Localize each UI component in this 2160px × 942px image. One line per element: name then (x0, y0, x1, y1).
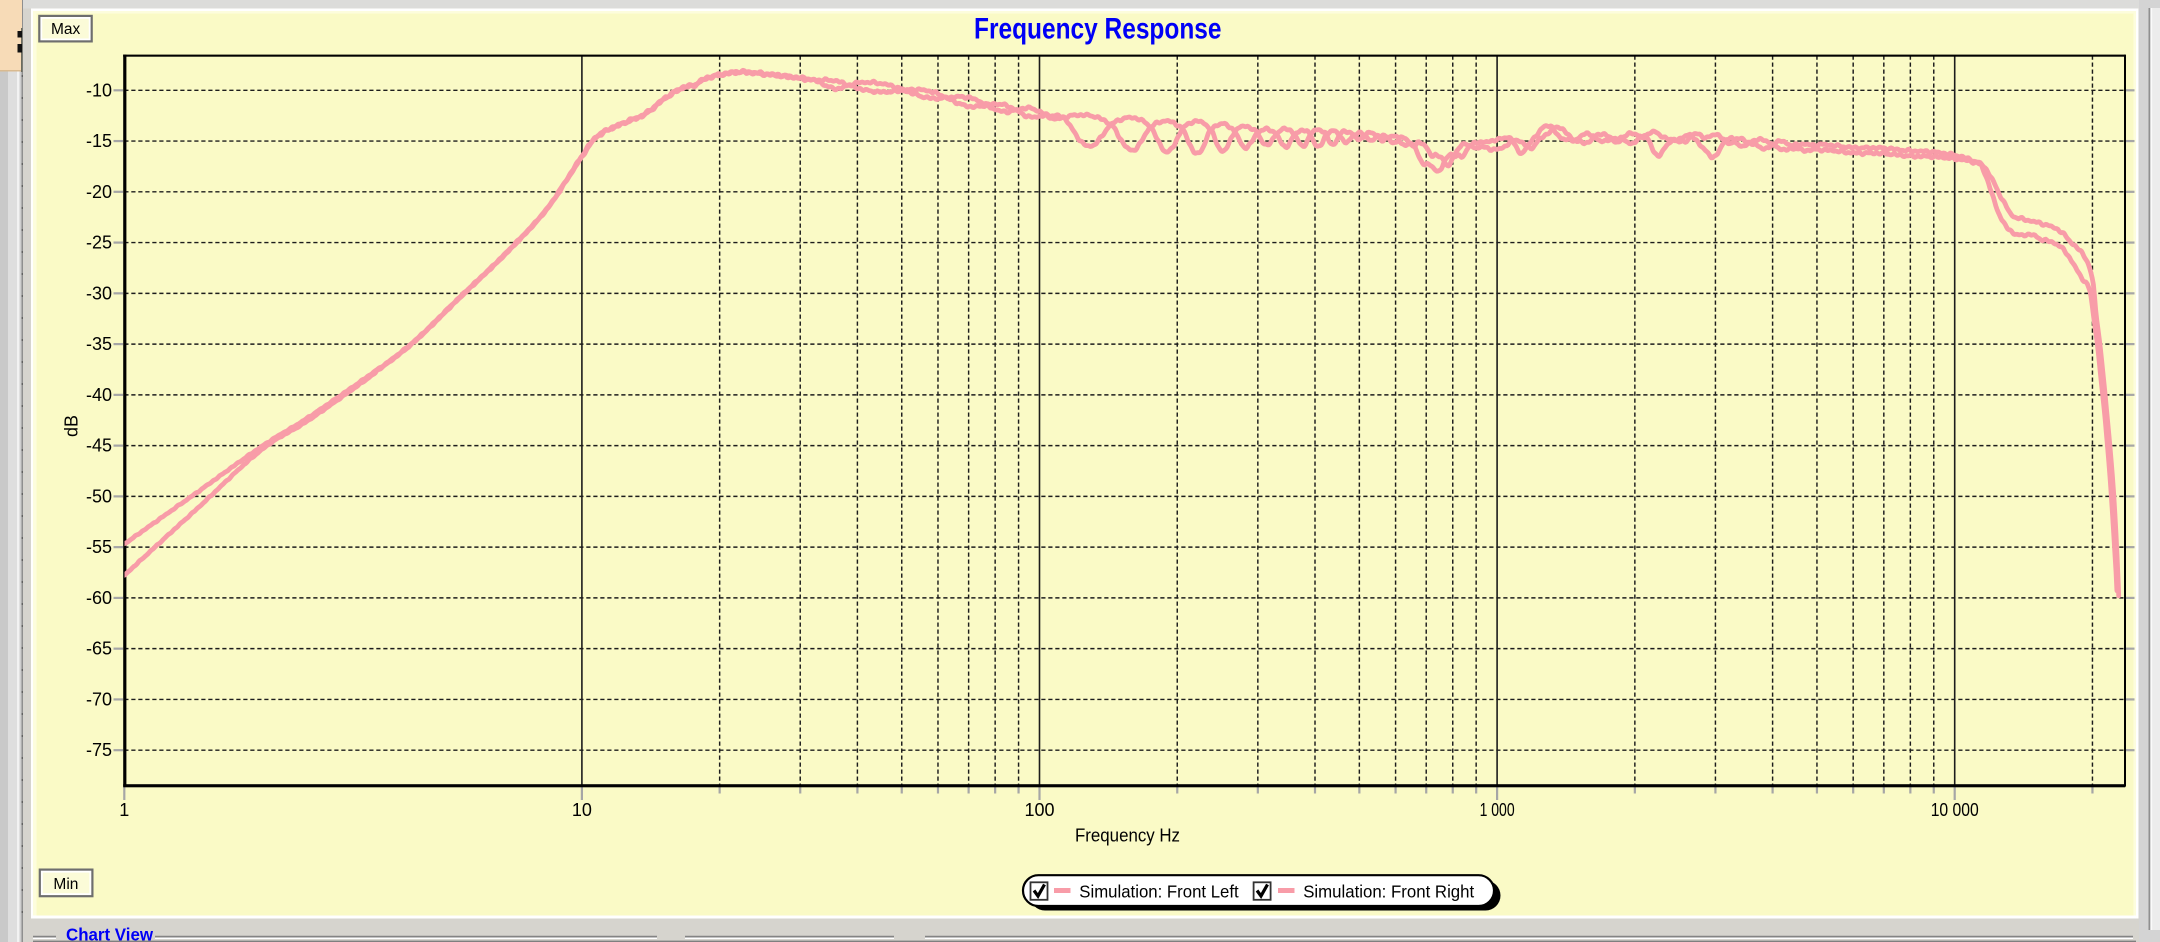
svg-text:-25: -25 (86, 233, 112, 253)
svg-text:1 000: 1 000 (1480, 800, 1515, 820)
svg-text:-15: -15 (86, 131, 112, 151)
svg-text:Min: Min (53, 876, 78, 893)
svg-text:-65: -65 (86, 639, 112, 659)
svg-text:-50: -50 (86, 486, 112, 506)
svg-text:Simulation: Front Left: Simulation: Front Left (1079, 881, 1239, 901)
svg-text:Frequency Response: Frequency Response (974, 13, 1222, 46)
svg-text:100: 100 (1024, 800, 1054, 820)
svg-text:-70: -70 (86, 689, 112, 709)
svg-text:Chart View: Chart View (66, 925, 153, 942)
svg-text:-45: -45 (86, 436, 112, 456)
svg-text:-40: -40 (86, 385, 112, 405)
svg-text:dB: dB (62, 415, 82, 437)
svg-text:Simulation: Front Right: Simulation: Front Right (1303, 881, 1474, 901)
svg-text:10 000: 10 000 (1931, 800, 1979, 820)
svg-text:-10: -10 (86, 80, 112, 100)
svg-text:Frequency Hz: Frequency Hz (1075, 826, 1180, 846)
svg-text:-75: -75 (86, 740, 112, 760)
svg-text:-20: -20 (86, 182, 112, 202)
svg-text:1: 1 (119, 800, 129, 820)
svg-text:10: 10 (572, 800, 592, 820)
svg-text:Max: Max (51, 21, 81, 38)
svg-text:-60: -60 (86, 588, 112, 608)
svg-text:-35: -35 (86, 334, 112, 354)
svg-text:-30: -30 (86, 283, 112, 303)
svg-text:-55: -55 (86, 537, 112, 557)
